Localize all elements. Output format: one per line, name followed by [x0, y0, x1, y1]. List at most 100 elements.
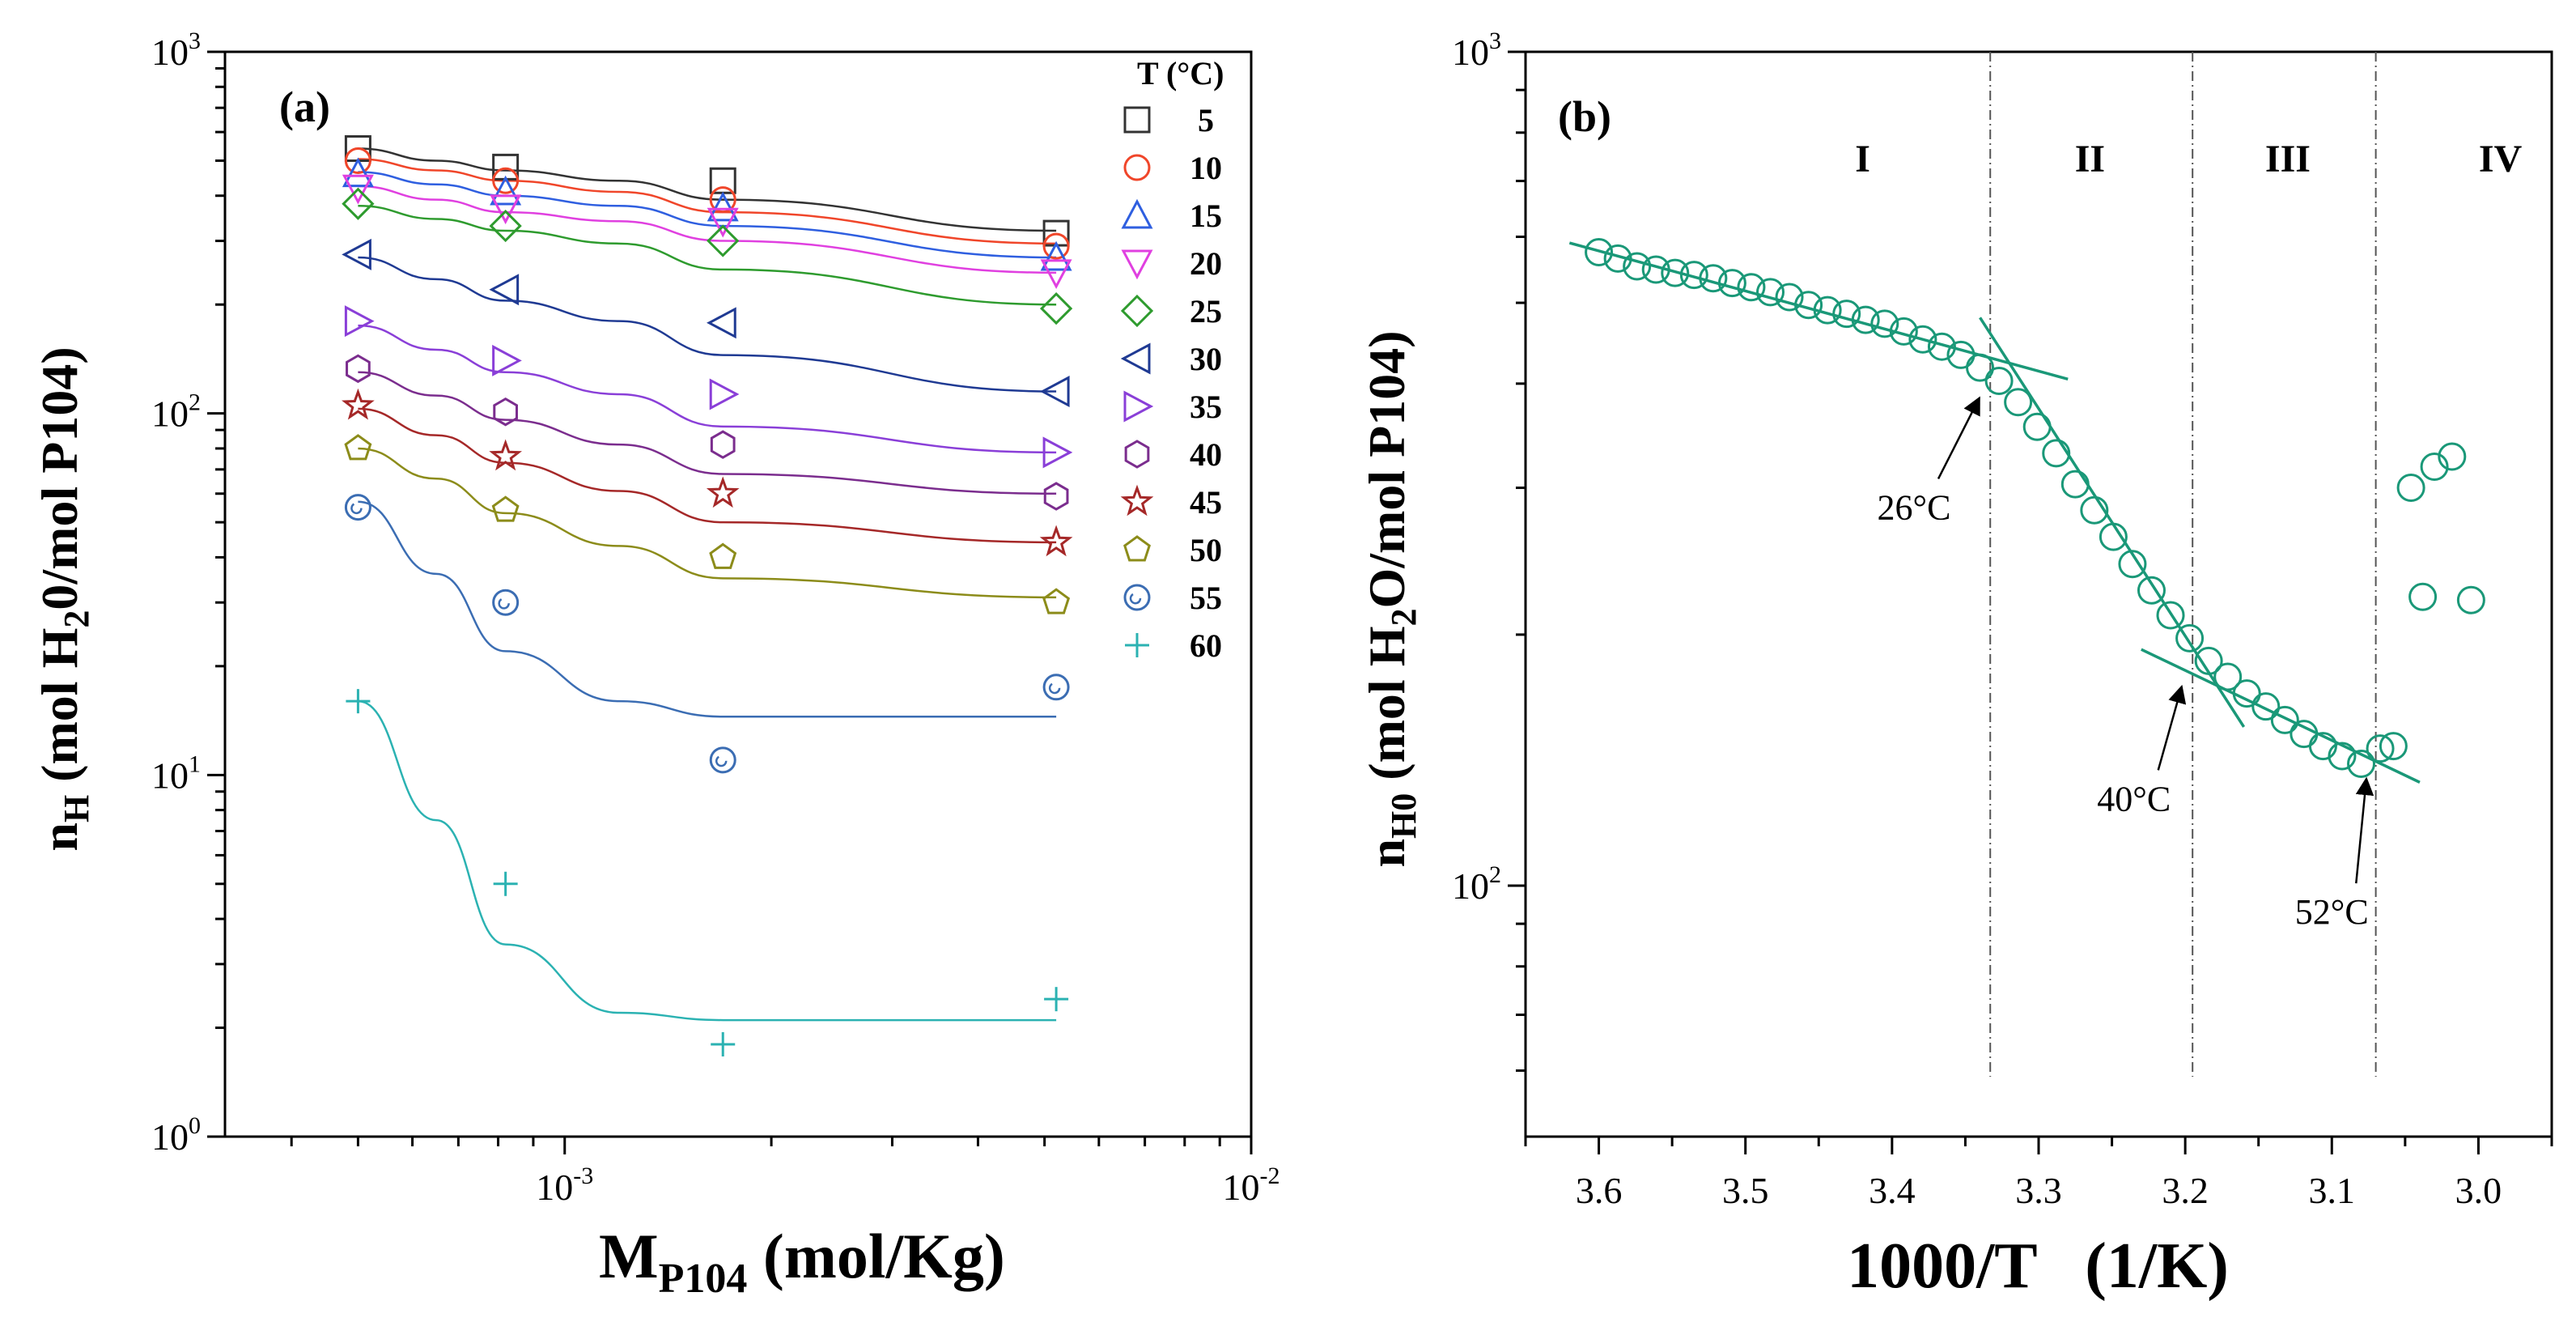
- x-tick-label: 3.5: [1722, 1170, 1769, 1211]
- point-T45: [1039, 525, 1073, 557]
- x-tick-label: 10-2: [1223, 1163, 1280, 1208]
- panel-b-label: (b): [1558, 92, 1611, 141]
- point-T25: [707, 224, 740, 257]
- point-T60: [711, 1031, 736, 1056]
- tick-base: 10: [536, 1167, 573, 1208]
- y-label-sub-2: 2: [57, 610, 96, 628]
- y-label-rest-1: (mol H: [31, 628, 88, 795]
- x-tick-label: 3.1: [2309, 1170, 2356, 1211]
- data-point: [2137, 576, 2166, 605]
- y-tick-label: 103: [151, 28, 201, 73]
- point-T10: [709, 186, 736, 214]
- x-label-rest: (mol/Kg): [747, 1221, 1004, 1291]
- fit-line-T55: [358, 500, 1057, 718]
- fit-line-T45: [358, 407, 1057, 544]
- y-label-sub: H: [57, 795, 96, 823]
- data-point: [2156, 601, 2185, 630]
- marker-swirl: [498, 598, 510, 610]
- tick-base: 10: [151, 1116, 189, 1158]
- point-T55: [1042, 674, 1070, 701]
- marker-ring: [344, 494, 371, 521]
- data-point: [2080, 495, 2109, 525]
- legend-label-T5: 5: [1198, 102, 1214, 138]
- point-T60: [493, 871, 518, 896]
- point-T35: [709, 378, 740, 410]
- panel-a-x-ticks: 10-3 10-2: [290, 1137, 1280, 1208]
- legend-label-T55: 55: [1190, 580, 1222, 616]
- marker-swirl: [1048, 682, 1061, 695]
- y-tick-label: 103: [1452, 28, 1501, 73]
- panel-a-fit-lines: [358, 147, 1057, 1022]
- y-label-sub-2: 2: [1384, 609, 1424, 627]
- annotation-arrow: [2157, 684, 2187, 771]
- region-label-IV: IV: [2479, 138, 2523, 181]
- panel-a-x-axis-label: MP104 (mol/Kg): [599, 1221, 1005, 1302]
- marker-swirl: [715, 755, 728, 767]
- point-T40: [1043, 482, 1069, 511]
- point-T50: [709, 542, 737, 569]
- fit-line-T15: [358, 171, 1057, 259]
- tick-exp: 2: [1489, 861, 1501, 888]
- fit-line-T25: [358, 205, 1057, 306]
- data-point: [1966, 353, 1995, 382]
- tick-base: 10: [151, 32, 189, 73]
- y-label-rest-2: O/mol P104): [1358, 330, 1415, 608]
- data-point: [1641, 255, 1670, 284]
- data-point: [2366, 734, 2395, 763]
- point-T30: [1039, 376, 1070, 408]
- point-T20: [1040, 259, 1072, 290]
- legend-title: T (°C): [1137, 55, 1224, 91]
- point-T25: [342, 187, 375, 220]
- point-T10: [344, 147, 371, 174]
- point-T55: [709, 746, 736, 774]
- marker-ring: [492, 589, 520, 616]
- panel-a-label: (a): [279, 83, 330, 131]
- point-T50: [1042, 588, 1071, 614]
- point-T15: [1040, 240, 1072, 271]
- marker-ring: [709, 746, 736, 774]
- point-T15: [490, 175, 522, 206]
- data-point: [2004, 388, 2033, 417]
- tick-exp: 0: [189, 1112, 201, 1139]
- fit-line-T10: [358, 158, 1057, 245]
- data-point: [1661, 258, 1690, 287]
- point-T45: [342, 388, 375, 420]
- x-tick-label: 3.6: [1576, 1170, 1623, 1211]
- legend-marker-T30: [1120, 342, 1151, 375]
- point-T45: [706, 476, 740, 508]
- data-point: [2270, 705, 2299, 734]
- data-point: [1603, 244, 1632, 273]
- legend-marker-T5: [1123, 106, 1151, 134]
- fit-line-T50: [358, 447, 1057, 599]
- point-T55: [492, 589, 520, 616]
- data-point: [1870, 309, 1899, 338]
- legend-label-T60: 60: [1190, 627, 1222, 664]
- data-point: [1699, 264, 1728, 293]
- tick-exp: 3: [189, 28, 201, 54]
- data-point: [2456, 585, 2485, 614]
- data-point: [1737, 273, 1766, 302]
- data-point: [1756, 278, 1785, 307]
- y-label-main: n: [31, 823, 88, 852]
- legend-label-T25: 25: [1190, 293, 1222, 329]
- tick-exp: -2: [1260, 1163, 1280, 1189]
- data-point: [2290, 720, 2319, 749]
- point-T30: [707, 307, 736, 339]
- panel-b-frame: [1524, 50, 2553, 1138]
- tick-base: 10: [151, 393, 189, 435]
- point-T50: [344, 434, 372, 461]
- point-T5: [709, 167, 736, 194]
- fit-line: [1979, 317, 2246, 728]
- fit-line-T30: [358, 256, 1057, 393]
- point-T30: [489, 274, 520, 306]
- point-T50: [491, 495, 520, 522]
- legend-marker-T35: [1123, 390, 1154, 423]
- legend-label-T40: 40: [1190, 436, 1222, 473]
- data-point: [1813, 295, 1842, 325]
- panel-b-fit-lines: [1568, 241, 2421, 784]
- tick-exp: 2: [189, 389, 201, 416]
- data-point: [1927, 332, 1956, 361]
- region-label-III: III: [2265, 138, 2311, 181]
